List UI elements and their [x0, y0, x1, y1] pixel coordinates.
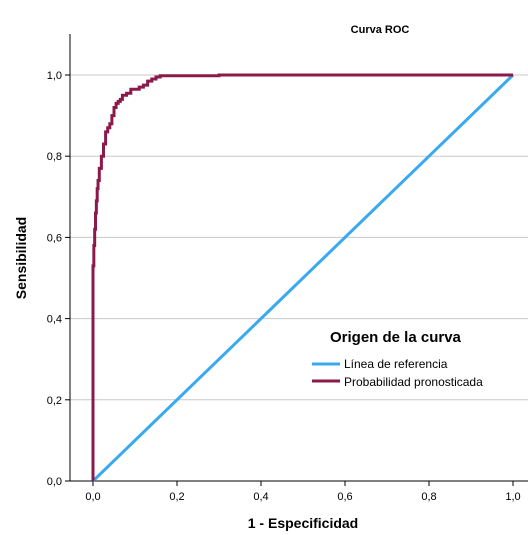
x-axis-label: 1 - Especificidad: [248, 515, 358, 531]
x-tick-label: 0,0: [85, 491, 100, 503]
y-tick-label: 0,8: [47, 151, 62, 163]
y-axis-label: Sensibilidad: [13, 217, 29, 299]
legend: Origen de la curva Línea de referencia P…: [312, 329, 483, 389]
y-tick-label: 0,4: [47, 314, 62, 326]
gridlines: [70, 74, 528, 401]
y-tick-label: 0,2: [47, 395, 62, 407]
x-tick-label: 0,6: [337, 491, 352, 503]
tick-labels: 0,0 0,2 0,4 0,6 0,8 1,0 0,0 0,2 0,4 0,6 0,8 1,0: [47, 70, 521, 503]
chart-title: Curva ROC: [351, 24, 410, 36]
x-tick-label: 1,0: [505, 491, 520, 503]
axes: [69, 34, 528, 482]
series-lines: [91, 73, 515, 483]
y-tick-label: 0,6: [47, 232, 62, 244]
legend-label-reference: Línea de referencia: [344, 357, 448, 371]
legend-title: Origen de la curva: [330, 329, 462, 346]
y-tick-label: 0,0: [47, 476, 62, 488]
x-tick-label: 0,4: [253, 491, 268, 503]
x-tick-label: 0,8: [421, 491, 436, 503]
x-tick-label: 0,2: [169, 491, 184, 503]
roc-curve: [91, 73, 513, 481]
legend-label-predicted: Probabilidad pronosticada: [344, 375, 483, 389]
reference-line: [91, 73, 515, 483]
y-tick-label: 1,0: [47, 70, 62, 82]
